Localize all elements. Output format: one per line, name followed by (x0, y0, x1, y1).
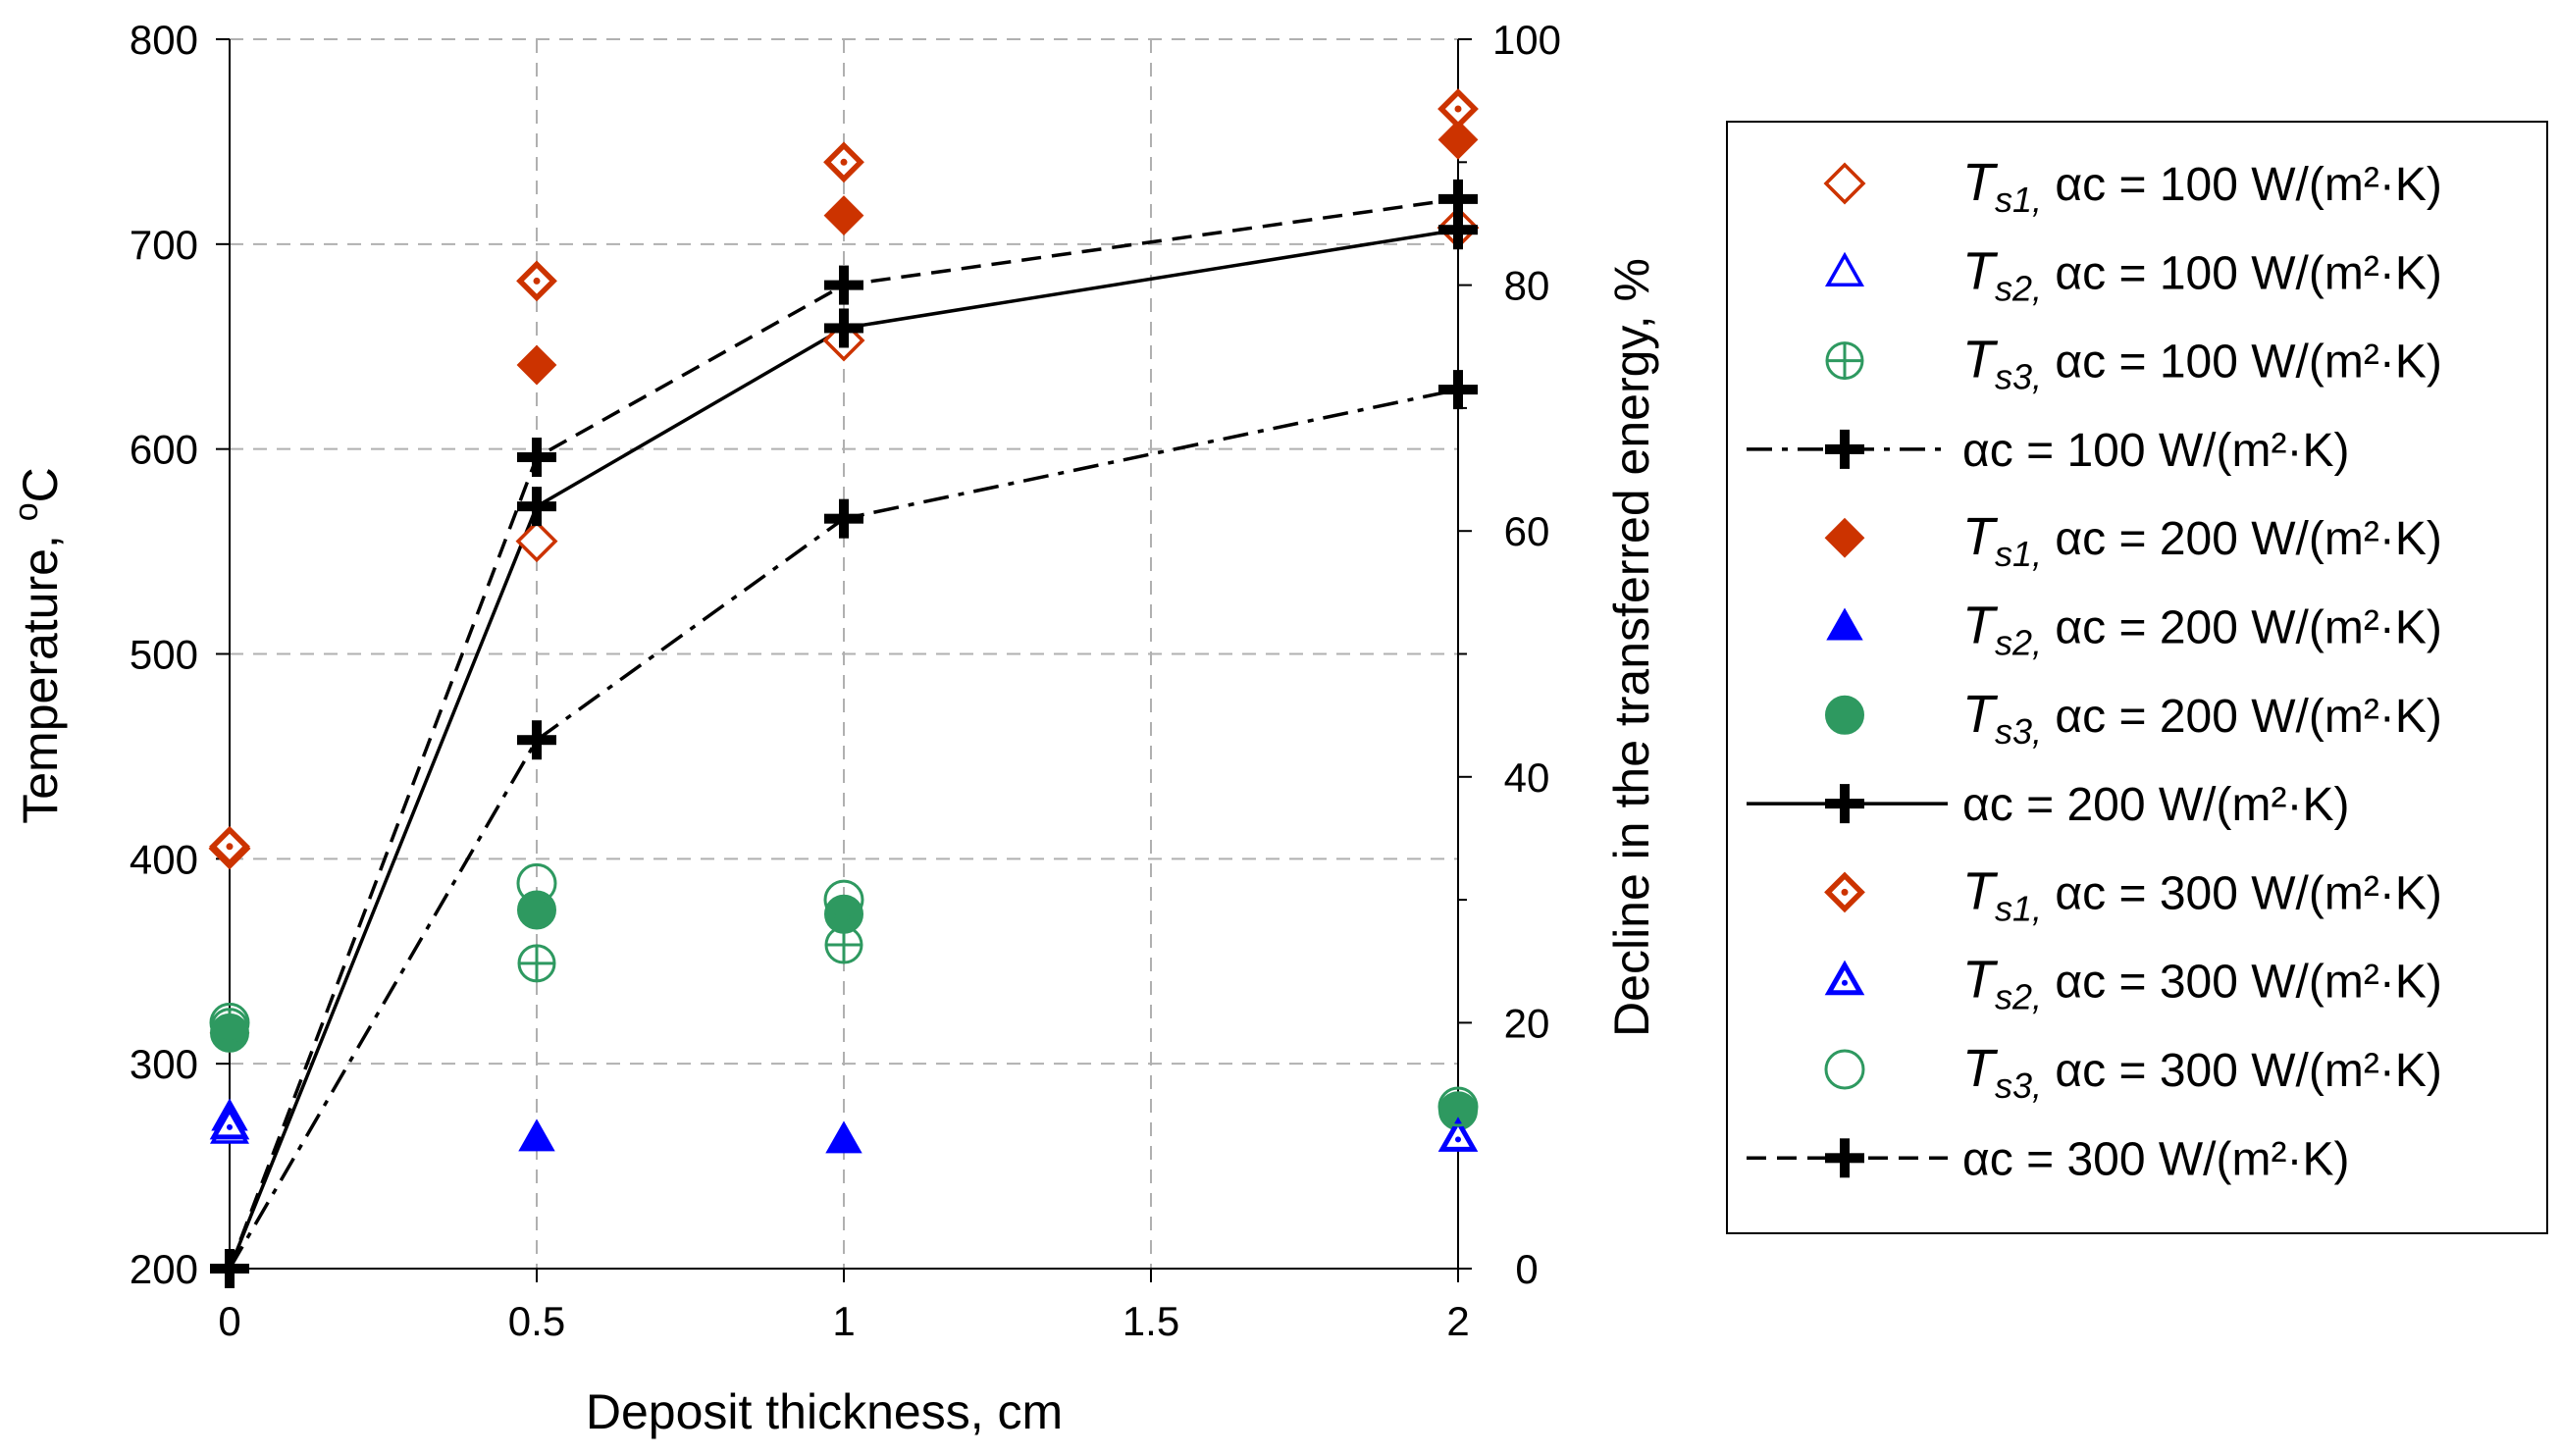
point-ts1-300 (516, 260, 557, 302)
legend-item-e-100: αc = 100 W/(m²·K) (1747, 425, 2349, 477)
point-e-200 (824, 308, 863, 348)
legend-marker (1824, 960, 1865, 996)
legend-item-ts2-100: Ts2, αc = 100 W/(m²·K) (1824, 241, 2442, 308)
point-ts3-300 (516, 862, 557, 904)
point-ts3-300 (823, 879, 864, 920)
point-e-100 (1438, 370, 1478, 410)
point-ts1-200 (516, 344, 557, 386)
legend-label: Ts1, αc = 300 W/(m²·K) (1962, 861, 2442, 928)
point-e-100 (517, 720, 556, 760)
y2-tick-label: 100 (1492, 17, 1561, 63)
y2-axis-label: Decline in the transferred energy, % (1604, 258, 1659, 1037)
point-e-300 (517, 438, 556, 478)
legend-label: Ts1, αc = 200 W/(m²·K) (1962, 507, 2442, 574)
ticks: 0 0.5 1 1.5 2 200 300 400 500 600 700 800 0 20 40 60 80 1… (130, 17, 1561, 1344)
legend-item-ts1-200: Ts1, αc = 200 W/(m²·K) (1824, 507, 2442, 574)
y-tick-label: 700 (130, 222, 198, 268)
y-axis-label-text: Temperature, (13, 521, 68, 823)
point-ts2-200 (825, 1120, 862, 1154)
x-tick-label: 1.5 (1123, 1298, 1179, 1344)
point-e-200 (1438, 210, 1478, 250)
legend-marker (1825, 429, 1864, 469)
y-tick-label: 400 (130, 836, 198, 882)
legend-marker (1824, 1049, 1865, 1090)
legend-label: Ts3, αc = 200 W/(m²·K) (1962, 685, 2442, 752)
x-tick-label: 2 (1446, 1298, 1469, 1344)
point-ts1-200 (823, 195, 864, 236)
series-line-e-200 (228, 228, 1459, 1270)
legend-marker (1825, 784, 1864, 824)
series-line-e-100 (228, 388, 1459, 1270)
legend-item-ts2-300: Ts2, αc = 300 W/(m²·K) (1824, 951, 2442, 1017)
legend-marker (1824, 871, 1865, 913)
point-ts2-200 (518, 1118, 555, 1152)
legend-label: Ts2, αc = 300 W/(m²·K) (1962, 951, 2442, 1017)
point-e-200 (517, 487, 556, 527)
x-axis-label: Deposit thickness, cm (586, 1384, 1063, 1439)
legend-item-ts2-200: Ts2, αc = 200 W/(m²·K) (1826, 597, 2442, 663)
legend-marker (1824, 251, 1865, 287)
legend-label: αc = 300 W/(m²·K) (1962, 1133, 2349, 1185)
legend-label: Ts2, αc = 100 W/(m²·K) (1962, 241, 2442, 308)
legend-marker (1825, 1138, 1864, 1178)
x-tick-label: 1 (832, 1298, 855, 1344)
y-tick-label: 500 (130, 632, 198, 678)
y-tick-label: 600 (130, 427, 198, 473)
y2-tick-label: 20 (1504, 1000, 1550, 1046)
legend-marker (1824, 517, 1865, 558)
point-ts1-300 (209, 825, 250, 867)
point-ts1-100 (515, 520, 558, 563)
legend-item-e-200: αc = 200 W/(m²·K) (1747, 779, 2349, 831)
y-axis-label-unit: C (13, 467, 68, 502)
y2-tick-label: 60 (1504, 508, 1550, 554)
point-ts2-300 (1437, 1117, 1479, 1152)
point-ts3-300 (1437, 1086, 1479, 1127)
legend-item-ts1-300: Ts1, αc = 300 W/(m²·K) (1824, 861, 2442, 928)
point-ts1-200 (1437, 119, 1479, 160)
point-ts3-300 (209, 1002, 250, 1043)
legend-item-ts3-100: Ts3, αc = 100 W/(m²·K) (1825, 331, 2442, 397)
point-ts3-200 (824, 894, 863, 934)
legend-marker (1825, 341, 1864, 381)
y-axis-label: Temperature, oC (8, 467, 68, 824)
point-e-300 (1438, 179, 1478, 219)
legend-label: αc = 200 W/(m²·K) (1962, 779, 2349, 831)
point-e-300 (824, 265, 863, 305)
point-ts1-300 (1437, 88, 1479, 130)
legend: Ts1, αc = 100 W/(m²·K) Ts2, αc = 100 W/(m… (1726, 121, 2548, 1234)
legend-marker (1825, 695, 1864, 735)
y2-tick-label: 80 (1504, 263, 1550, 309)
legend-label: Ts3, αc = 100 W/(m²·K) (1962, 331, 2442, 397)
legend-marker (1823, 162, 1866, 205)
legend-label: Ts3, αc = 300 W/(m²·K) (1962, 1039, 2442, 1106)
point-e-300 (210, 1249, 249, 1288)
point-ts3-200 (210, 1013, 249, 1053)
legend-box (1726, 121, 2548, 1234)
legend-label: Ts2, αc = 200 W/(m²·K) (1962, 597, 2442, 663)
legend-item-ts3-300: Ts3, αc = 300 W/(m²·K) (1824, 1039, 2442, 1106)
point-e-100 (824, 498, 863, 539)
y2-tick-label: 40 (1504, 754, 1550, 801)
x-tick-label: 0 (218, 1298, 240, 1344)
point-ts1-300 (823, 141, 864, 183)
point-ts2-300 (209, 1104, 250, 1140)
y-axis-label-degree: o (8, 502, 45, 521)
legend-item-ts1-100: Ts1, αc = 100 W/(m²·K) (1823, 153, 2442, 220)
point-ts3-100 (517, 944, 556, 983)
legend-item-e-300: αc = 300 W/(m²·K) (1747, 1133, 2349, 1185)
legend-marker (1826, 607, 1863, 641)
legend-label: αc = 100 W/(m²·K) (1962, 425, 2349, 477)
x-tick-label: 0.5 (508, 1298, 565, 1344)
series-layer (208, 88, 1480, 1288)
y-tick-label: 800 (130, 17, 198, 63)
legend-item-ts3-200: Ts3, αc = 200 W/(m²·K) (1825, 685, 2442, 752)
series-line-e-300 (228, 197, 1459, 1270)
y-tick-label: 200 (130, 1246, 198, 1292)
y2-tick-label: 0 (1515, 1246, 1538, 1292)
legend-label: Ts1, αc = 100 W/(m²·K) (1962, 153, 2442, 220)
y-tick-label: 300 (130, 1041, 198, 1087)
